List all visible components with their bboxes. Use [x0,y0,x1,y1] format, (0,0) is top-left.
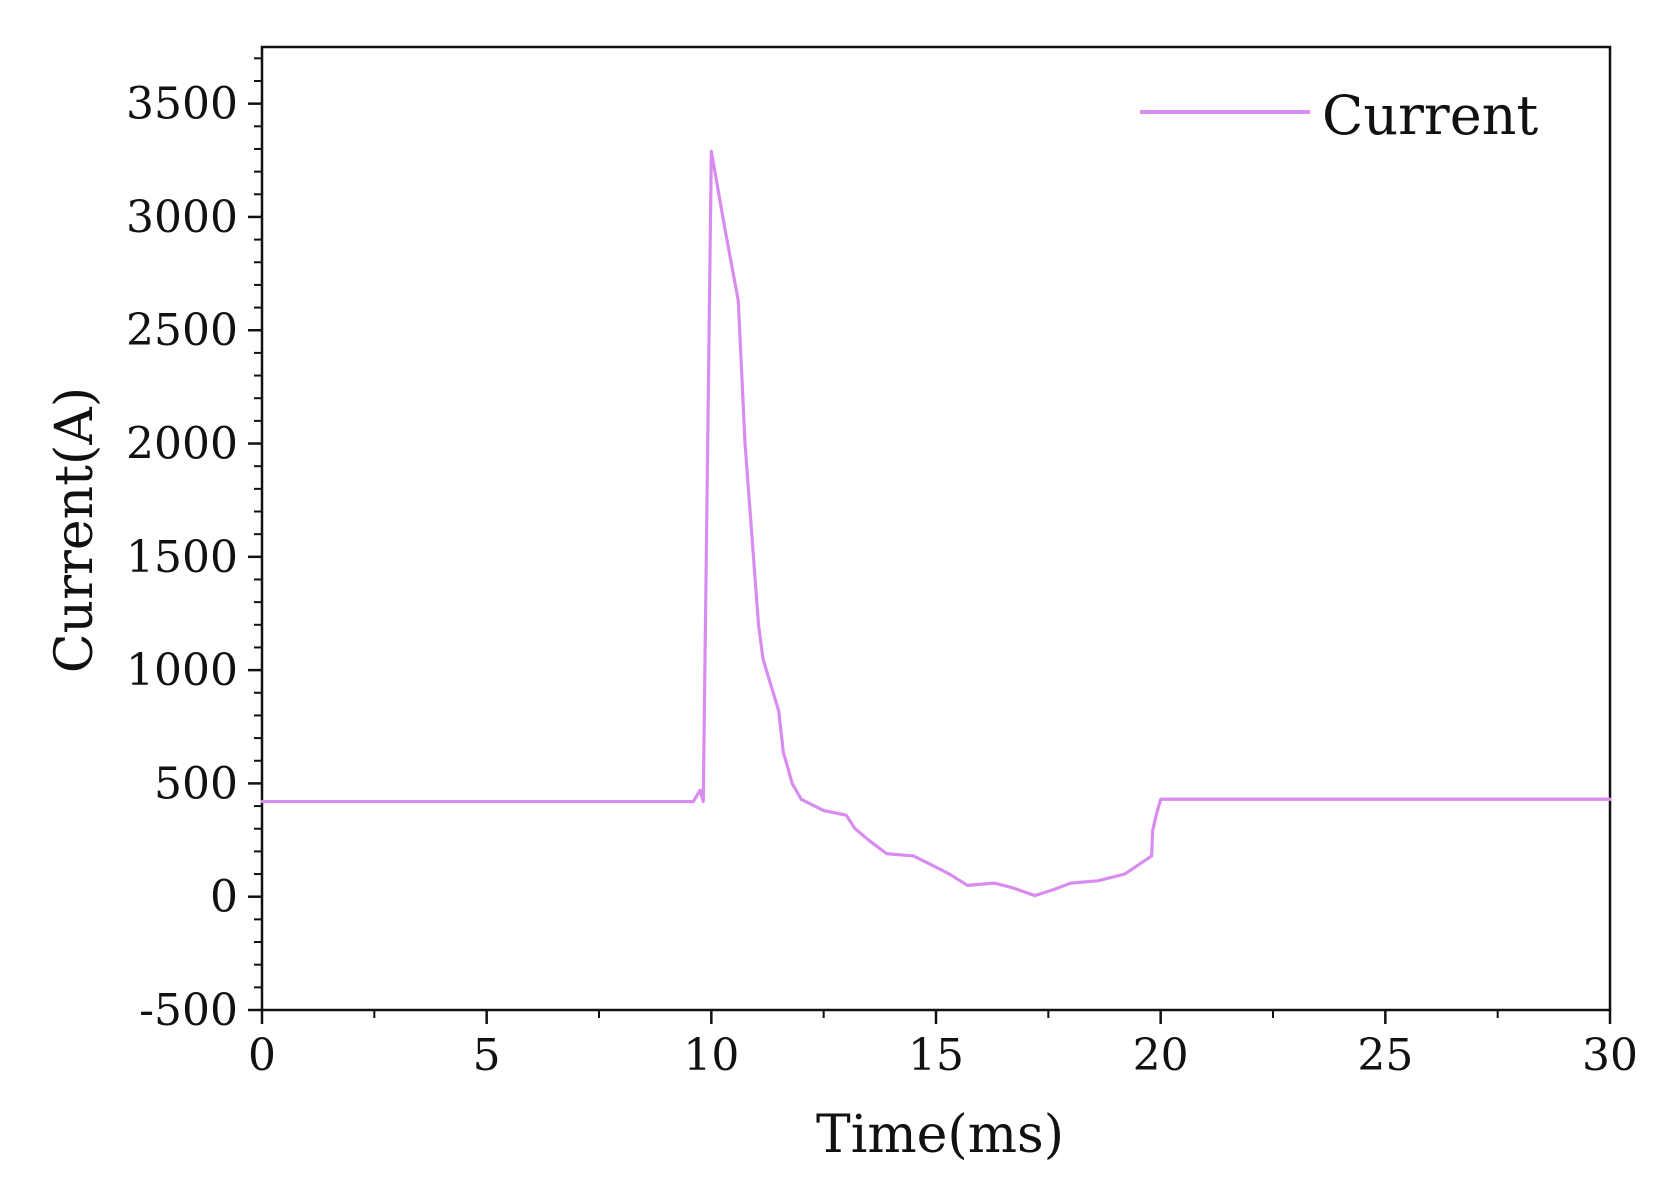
x-tick-label: 5 [473,1030,501,1081]
y-tick-label: -500 [139,985,238,1036]
y-tick-label: 500 [154,758,238,809]
y-tick-label: 2000 [126,419,238,470]
y-tick-label: 3000 [126,192,238,243]
series-line-current [260,149,1612,898]
legend-label-current: Current [1322,84,1538,147]
ticks-layer: 0 5 10 15 20 25 30-500050010001500200025003000… [126,57,1638,1081]
y-axis-title: Current(A) [45,387,105,673]
y-tick-label: 0 [210,872,238,923]
x-tick-label: 0 [248,1030,276,1081]
y-tick-label: 1500 [126,532,238,583]
series-layer [260,149,1612,898]
x-tick-label: 15 [908,1030,964,1081]
x-tick-label: 20 [1133,1030,1189,1081]
x-tick-label: 30 [1582,1030,1638,1081]
x-tick-label: 10 [683,1030,739,1081]
y-tick-label: 1000 [126,645,238,696]
legend: Current [1140,84,1538,147]
x-tick-label: 25 [1357,1030,1413,1081]
x-axis-title: Time(ms) [816,1105,1064,1165]
y-tick-label: 3500 [126,79,238,130]
y-tick-label: 2500 [126,305,238,356]
